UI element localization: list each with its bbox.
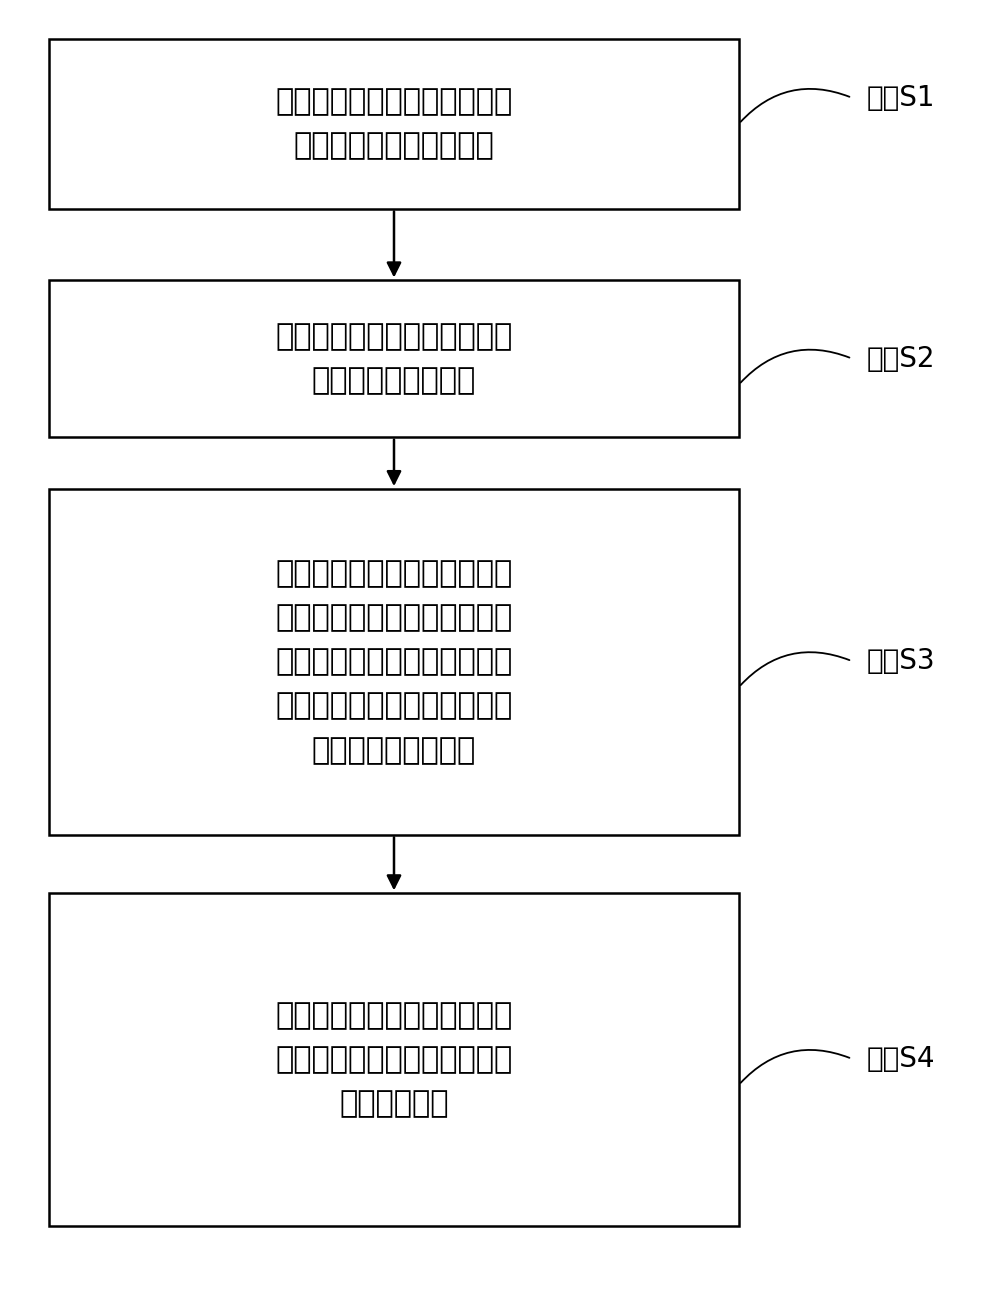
FancyBboxPatch shape [49, 39, 739, 209]
FancyBboxPatch shape [49, 893, 739, 1226]
Text: 根据前一角度计算时间，从根: 根据前一角度计算时间，从根 [276, 1000, 512, 1030]
Text: 步骤S2: 步骤S2 [867, 344, 936, 373]
Text: 步骤S3: 步骤S3 [867, 647, 936, 675]
Text: 的二叉树各节点的计算时间，: 的二叉树各节点的计算时间， [276, 602, 512, 632]
Text: 步骤S1: 步骤S1 [867, 83, 936, 112]
Text: 在第一个角度，均匀分割初始: 在第一个角度，均匀分割初始 [276, 87, 512, 116]
Text: 节点开始递归地动态调整当前: 节点开始递归地动态调整当前 [276, 1045, 512, 1074]
Text: 各个处理器计算当前角度并记: 各个处理器计算当前角度并记 [276, 322, 512, 351]
Text: 统计前一角度孔径面划分对应: 统计前一角度孔径面划分对应 [276, 558, 512, 588]
Text: 角度负载分配: 角度负载分配 [339, 1089, 449, 1119]
FancyBboxPatch shape [49, 280, 739, 437]
Text: 线管的平均计算时间: 线管的平均计算时间 [312, 735, 476, 765]
Text: 录当前角度计算时间: 录当前角度计算时间 [312, 366, 476, 395]
Text: 孔径面，构建二叉树结构: 孔径面，构建二叉树结构 [294, 132, 494, 160]
Text: 并计算二叉树中除根节点外的: 并计算二叉树中除根节点外的 [276, 647, 512, 677]
Text: 每个节点的每一行或每一列射: 每个节点的每一行或每一列射 [276, 691, 512, 721]
FancyBboxPatch shape [49, 489, 739, 835]
Text: 步骤S4: 步骤S4 [867, 1045, 936, 1073]
